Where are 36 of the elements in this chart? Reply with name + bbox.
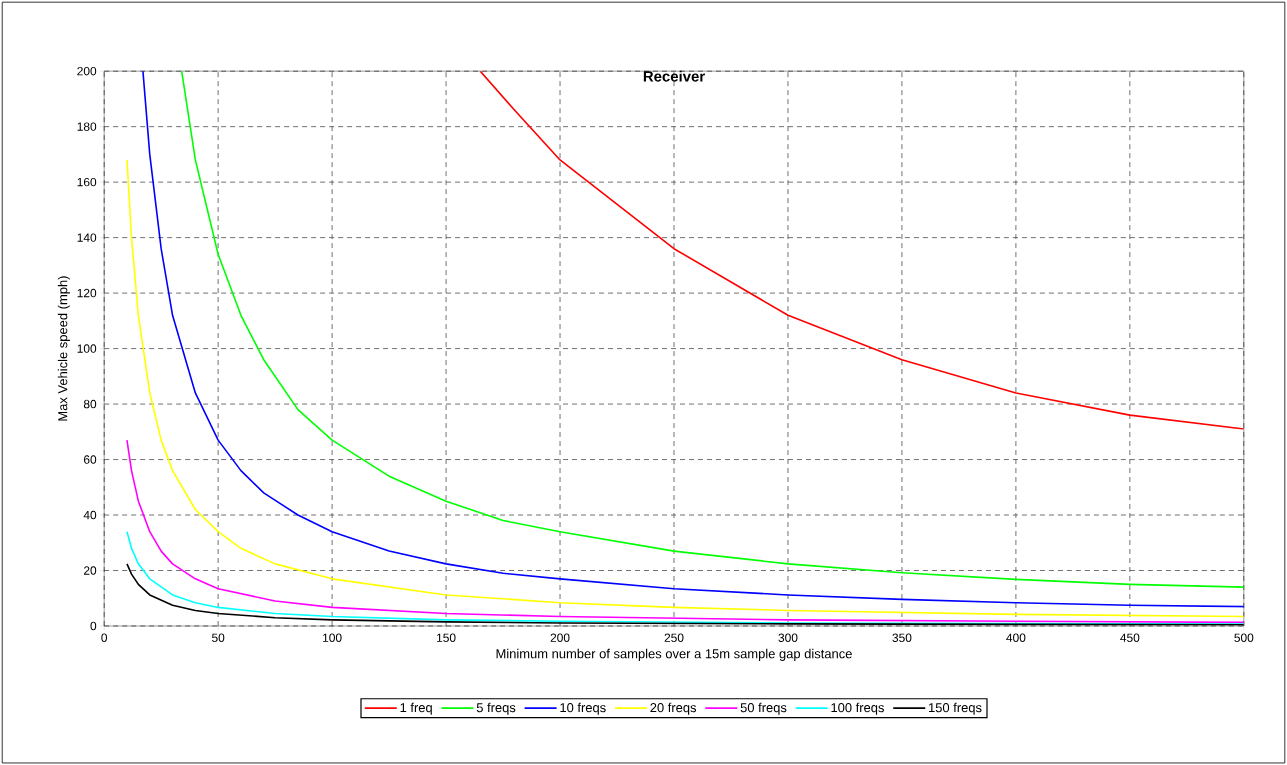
legend-label: 100 freqs [831, 702, 884, 715]
x-tick-label: 400 [1006, 633, 1026, 642]
x-tick-label: 300 [778, 633, 798, 642]
y-tick-label: 180 [77, 122, 97, 131]
y-axis-title: Max Vehicle speed (mph) [57, 276, 70, 421]
y-tick-label: 0 [90, 621, 97, 631]
x-tick-label: 0 [101, 633, 108, 642]
line-series [126, 530, 1244, 625]
x-tick-label: 350 [892, 633, 912, 642]
legend-label: 150 freqs [929, 702, 982, 715]
legend-label: 10 freqs [560, 702, 606, 715]
legend-label: 20 freqs [650, 702, 697, 715]
y-tick-label: 60 [83, 455, 97, 464]
line-series [479, 71, 1244, 430]
x-axis-title: Minimum number of samples over a 15m sample gap distance [496, 648, 852, 661]
y-tick-label: 20 [83, 566, 97, 575]
y-tick-label: 200 [77, 66, 97, 76]
y-tick-label: 40 [83, 510, 97, 520]
legend-label: 5 freqs [476, 702, 516, 715]
y-tick-label: 120 [77, 288, 97, 298]
x-tick-label: 150 [437, 633, 456, 642]
line-series [126, 439, 1244, 624]
x-tick-label: 50 [211, 633, 225, 642]
x-tick-label: 450 [1120, 633, 1140, 642]
y-tick-label: 160 [77, 177, 97, 187]
x-tick-label: 250 [664, 633, 684, 642]
x-tick-label: 100 [323, 633, 342, 642]
y-tick-label: 80 [83, 399, 97, 409]
legend-label: 50 freqs [740, 702, 787, 715]
y-tick-label: 100 [77, 344, 97, 353]
y-tick-label: 140 [77, 233, 97, 242]
x-tick-label: 500 [1234, 633, 1254, 642]
x-tick-label: 200 [550, 633, 570, 642]
chart-title: Receiver [643, 70, 705, 82]
line-series [126, 159, 1244, 618]
legend-label: 1 freq [400, 702, 432, 715]
